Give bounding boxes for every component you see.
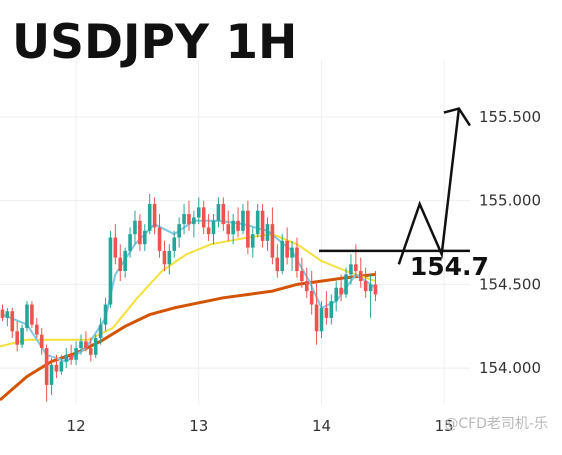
- candle-body-58: [285, 240, 289, 258]
- candle-body-39: [192, 217, 196, 225]
- projection-arrowhead: [443, 107, 471, 127]
- candle-body-66: [324, 307, 329, 318]
- candle-body-50: [246, 210, 250, 248]
- candle-body-1: [5, 311, 10, 318]
- resistance-label: 154.7: [410, 252, 489, 281]
- candle-body-6: [30, 304, 34, 325]
- candle-body-14: [69, 354, 73, 360]
- candle-body-59: [290, 247, 294, 258]
- candle-body-20: [98, 324, 103, 339]
- watermark-text: @CFD老司机-乐: [444, 416, 548, 432]
- candle-body-31: [152, 204, 157, 228]
- candle-body-35: [172, 237, 177, 251]
- candle-body-16: [79, 341, 83, 349]
- candle-body-2: [10, 311, 15, 332]
- candle-body-22: [108, 237, 113, 305]
- candle-body-44: [216, 204, 221, 221]
- candle-body-67: [329, 301, 334, 318]
- candle-body-48: [236, 220, 240, 231]
- candle-body-38: [187, 214, 191, 225]
- candle-body-70: [344, 274, 348, 295]
- y-tick-label-0: 155.500: [479, 108, 541, 126]
- x-tick-label-1: 13: [189, 417, 208, 435]
- candle-body-71: [349, 264, 353, 275]
- candle-body-15: [74, 348, 78, 360]
- candle-body-25: [123, 250, 127, 272]
- candle-body-47: [231, 220, 235, 235]
- candle-body-45: [221, 204, 226, 225]
- candle-body-74: [363, 281, 368, 292]
- candle-body-11: [54, 364, 59, 372]
- y-tick-label-1: 155.000: [479, 192, 541, 210]
- candle-body-49: [241, 210, 245, 231]
- projection-path: [397, 108, 461, 265]
- time-axis: 12 13 14 15: [67, 417, 454, 435]
- candle-body-3: [15, 331, 19, 345]
- grid-lines: [0, 60, 470, 405]
- candle-body-36: [177, 224, 181, 238]
- candle-body-12: [59, 361, 64, 372]
- candle-body-24: [118, 257, 123, 272]
- candle-body-41: [201, 207, 206, 228]
- candle-body-64: [314, 304, 319, 332]
- candle-body-5: [25, 304, 29, 328]
- candle-body-60: [295, 247, 299, 272]
- candle-body-8: [39, 334, 44, 349]
- candle-body-56: [275, 257, 280, 272]
- candle-body-63: [309, 291, 314, 305]
- candle-body-65: [319, 307, 324, 332]
- candle-body-29: [142, 230, 147, 245]
- x-tick-label-2: 14: [312, 417, 331, 435]
- candle-body-21: [103, 304, 108, 325]
- candle-body-75: [368, 284, 373, 292]
- candle-body-37: [182, 214, 186, 225]
- candle-body-57: [280, 240, 285, 272]
- candle-body-10: [49, 364, 54, 385]
- candle-body-73: [358, 271, 363, 282]
- candle-body-4: [20, 327, 24, 345]
- candle-body-42: [206, 227, 211, 235]
- candle-body-32: [157, 227, 162, 251]
- candle-body-55: [270, 224, 275, 258]
- candle-body-61: [300, 271, 304, 282]
- candlesticks: [0, 193, 378, 402]
- y-tick-label-2: 154.500: [479, 275, 541, 293]
- candle-body-18: [89, 348, 93, 355]
- candle-body-43: [211, 220, 216, 235]
- candle-body-7: [35, 324, 39, 335]
- candle-body-51: [250, 234, 255, 248]
- y-tick-label-3: 154.000: [479, 359, 541, 377]
- candle-body-76: [373, 284, 378, 295]
- candle-body-40: [196, 207, 201, 218]
- candle-body-72: [354, 264, 358, 272]
- candle-body-13: [64, 354, 69, 362]
- candle-body-69: [339, 287, 343, 295]
- candle-body-62: [304, 281, 309, 292]
- candle-body-33: [162, 250, 167, 265]
- candle-body-34: [167, 250, 172, 265]
- chart-title: USDJPY 1H: [12, 15, 297, 70]
- candle-body-53: [260, 210, 265, 241]
- x-tick-label-3: 15: [435, 417, 454, 435]
- candle-body-68: [334, 287, 339, 302]
- candle-body-26: [128, 234, 132, 251]
- candle-body-9: [44, 348, 49, 385]
- candle-body-28: [138, 220, 142, 245]
- resistance-annotation: 154.7: [319, 107, 489, 281]
- candle-body-23: [113, 237, 118, 258]
- candle-body-54: [265, 224, 270, 241]
- candle-body-0: [0, 309, 5, 318]
- price-axis: 155.500 155.000 154.500 154.000: [479, 108, 541, 377]
- candle-body-30: [147, 204, 152, 231]
- x-tick-label-0: 12: [67, 417, 86, 435]
- candle-body-52: [255, 210, 260, 235]
- ema_mid-line: [0, 233, 376, 348]
- candle-body-19: [93, 338, 98, 355]
- candle-body-27: [133, 220, 137, 235]
- candle-body-46: [226, 224, 231, 235]
- ema_slow-line: [0, 272, 376, 402]
- candle-body-17: [84, 341, 88, 349]
